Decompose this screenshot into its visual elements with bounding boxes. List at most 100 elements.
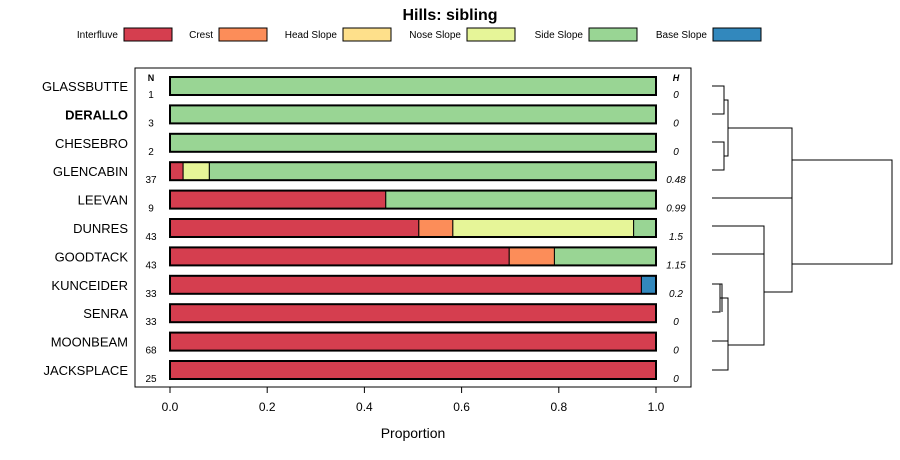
n-value: 37: [145, 175, 157, 186]
category-label: CHESEBRO: [55, 136, 128, 151]
h-value: 0: [673, 147, 679, 158]
bar-segment: [169, 246, 510, 266]
h-value: 0: [673, 118, 679, 129]
category-label: KUNCEIDER: [51, 278, 128, 293]
legend-label: Base Slope: [656, 30, 708, 41]
bar-segment: [169, 76, 657, 96]
bar-outline: [169, 274, 657, 295]
bar-segment: [182, 161, 210, 181]
n-value: 1: [148, 90, 154, 101]
bar-outline: [169, 331, 657, 352]
n-value: 25: [145, 374, 157, 385]
n-value: 33: [145, 317, 157, 328]
n-value: 68: [145, 346, 157, 357]
dendrogram-branch: [712, 225, 765, 255]
bar-segment: [169, 332, 657, 352]
bar-segment: [633, 218, 657, 238]
dendrogram-branch: [712, 283, 721, 313]
category-label: LEEVAN: [78, 193, 128, 208]
bar-outline: [169, 303, 657, 324]
bar-outline: [169, 104, 657, 125]
x-axis: 0.0 0.2 0.4 0.6 0.8 1.0: [162, 387, 665, 414]
category-label: JACKSPLACE: [43, 363, 128, 378]
legend: Interfluve Crest Head Slope Nose Slope Side …: [77, 27, 762, 42]
h-value: 0.99: [666, 204, 686, 215]
category-label: GLASSBUTTE: [42, 79, 128, 94]
bar-segment: [169, 360, 657, 380]
n-value: 43: [145, 260, 157, 271]
bar-segment: [169, 133, 657, 153]
h-value: 0: [673, 374, 679, 385]
bar-outline: [169, 360, 657, 380]
legend-label: Head Slope: [285, 30, 338, 41]
x-axis-label: Proportion: [381, 425, 446, 441]
h-value: 0: [673, 90, 679, 101]
n-value: 43: [145, 232, 157, 243]
dendrogram-branch: [712, 320, 729, 371]
n-value: 9: [148, 204, 154, 215]
legend-swatch: [342, 27, 392, 42]
bar-segment: [169, 218, 420, 238]
bar-segment: [169, 275, 642, 295]
category-label: DUNRES: [73, 221, 128, 236]
legend-label: Interfluve: [77, 30, 119, 41]
dendrogram-branch: [792, 159, 893, 265]
x-tick-label: 0.4: [356, 400, 373, 414]
category-label: GLENCABIN: [53, 164, 128, 179]
category-label: DERALLO: [65, 107, 128, 122]
rows: GLASSBUTTE 1 0 DERALLO 3 0 CHESEBRO 2 0 GLENCABIN…: [42, 76, 686, 385]
h-header: H: [673, 73, 680, 83]
legend-label: Side Slope: [535, 30, 584, 41]
legend-label: Nose Slope: [409, 30, 461, 41]
category-label: GOODTACK: [55, 249, 129, 264]
legend-swatch: [712, 27, 762, 42]
bar-outline: [169, 189, 657, 210]
legend-swatch: [123, 27, 173, 42]
bar-outline: [169, 218, 657, 238]
dendrogram: [712, 85, 893, 371]
bar-segment: [385, 190, 657, 210]
bar-segment: [169, 161, 184, 181]
bar-segment: [640, 275, 657, 295]
bar-outline: [169, 76, 657, 96]
x-tick-label: 0.8: [550, 400, 567, 414]
legend-swatch: [218, 27, 268, 42]
dendrogram-branch: [712, 283, 723, 312]
category-label: MOONBEAM: [51, 335, 128, 350]
dendrogram-branch: [728, 240, 765, 346]
n-value: 3: [148, 118, 154, 129]
legend-swatch: [588, 27, 638, 42]
bar-segment: [169, 104, 657, 124]
h-value: 0.48: [666, 175, 686, 186]
bar-segment: [169, 303, 657, 323]
dendrogram-branch: [712, 297, 729, 342]
h-value: 1.15: [666, 260, 686, 271]
bar-segment: [452, 218, 635, 238]
legend-swatch: [466, 27, 516, 42]
h-value: 0: [673, 346, 679, 357]
n-value: 33: [145, 289, 157, 300]
dendrogram-branch: [728, 127, 793, 228]
h-value: 0.2: [669, 289, 683, 300]
dendrogram-branch: [712, 85, 725, 115]
bar-segment: [169, 190, 387, 210]
h-value: 0: [673, 317, 679, 328]
dendrogram-branch: [712, 141, 725, 171]
n-value: 2: [148, 147, 154, 158]
bar-outline: [169, 161, 657, 182]
bar-segment: [508, 246, 555, 266]
bar-segment: [418, 218, 454, 238]
x-tick-label: 0.0: [162, 400, 179, 414]
bar-segment: [553, 246, 657, 266]
bar-outline: [169, 246, 657, 267]
x-tick-label: 0.6: [453, 400, 470, 414]
category-label: SENRA: [83, 306, 128, 321]
legend-label: Crest: [189, 30, 213, 41]
x-tick-label: 1.0: [648, 400, 665, 414]
bar-segment: [208, 161, 657, 181]
n-header: N: [148, 73, 155, 83]
plot-frame: [134, 67, 692, 388]
dendrogram-branch: [764, 160, 793, 293]
x-tick-label: 0.2: [259, 400, 276, 414]
